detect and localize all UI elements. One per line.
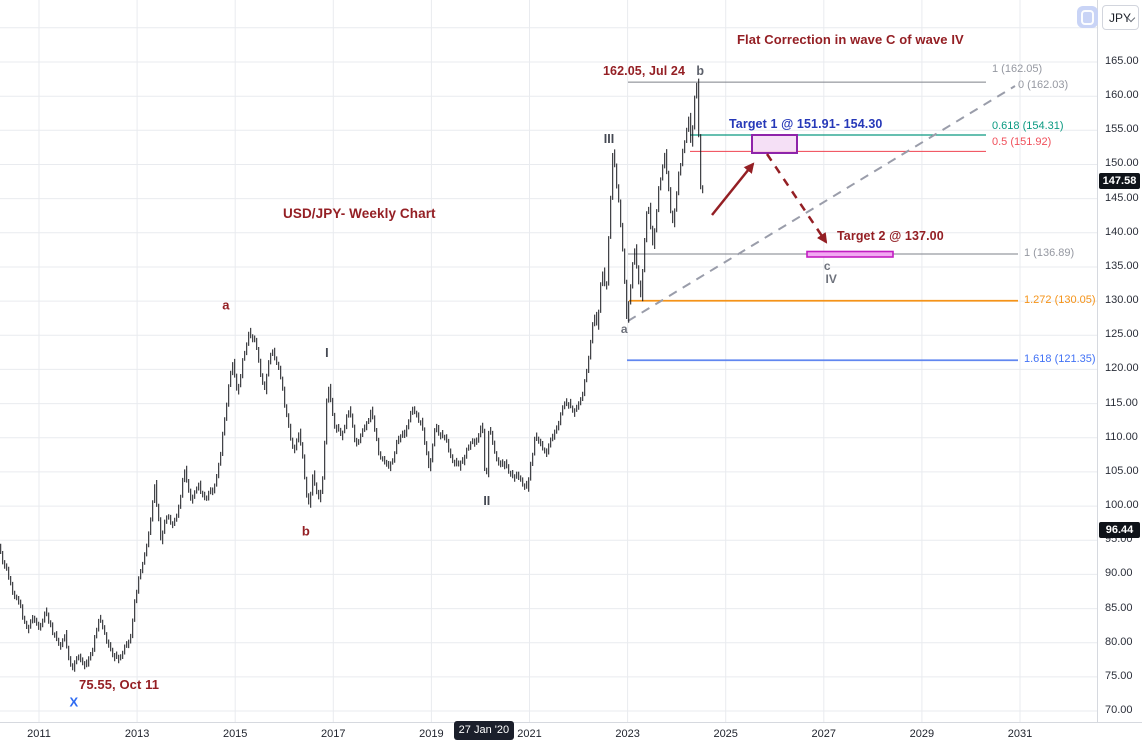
wave-label-b[interactable]: b — [696, 63, 705, 78]
wave-label-b[interactable]: b — [301, 523, 310, 539]
price-series-bars — [0, 78, 704, 672]
price-tick: 110.00 — [1105, 430, 1138, 443]
wave-label-X[interactable]: X — [69, 694, 79, 710]
time-tick: 2015 — [222, 728, 248, 740]
price-tick: 120.00 — [1105, 362, 1139, 375]
high-label[interactable]: 162.05, Jul 24 — [603, 64, 686, 78]
price-axis[interactable]: 165.00 160.00 155.00 150.00 145.00 140.00 135.… — [1097, 0, 1142, 744]
wave-label-II[interactable]: II — [483, 494, 491, 509]
wave-label-a[interactable]: a — [620, 322, 628, 337]
price-tick: 140.00 — [1105, 225, 1139, 238]
fib-label-ext-1272[interactable]: 1.272 (130.05) — [1024, 293, 1096, 306]
currency-dropdown[interactable]: JPY — [1102, 5, 1139, 30]
price-tick: 145.00 — [1105, 191, 1139, 204]
target1-label[interactable]: Target 1 @ 151.91- 154.30 — [729, 117, 883, 131]
price-tick: 130.00 — [1105, 294, 1139, 307]
time-tick: 2029 — [909, 728, 935, 740]
wave-label-a[interactable]: a — [222, 297, 230, 313]
price-tick: 100.00 — [1105, 499, 1139, 512]
price-tick: 155.00 — [1105, 123, 1139, 136]
time-tick: 2023 — [615, 728, 640, 740]
target2-zone-bar[interactable] — [806, 250, 894, 258]
fib-label-ret-05[interactable]: 0.5 (151.92) — [992, 136, 1052, 149]
brackets-icon — [1081, 10, 1094, 25]
fib-label-ext-1[interactable]: 1 (136.89) — [1024, 247, 1075, 260]
fib-label-ret-1[interactable]: 1 (162.05) — [992, 63, 1043, 76]
time-tick: 2027 — [811, 728, 837, 740]
selected-date-badge: 27 Jan '20 — [453, 721, 514, 740]
price-tick: 115.00 — [1105, 396, 1138, 409]
low-label[interactable]: 75.55, Oct 11 — [79, 677, 160, 692]
fib-label-ext-1618[interactable]: 1.618 (121.35) — [1024, 353, 1096, 366]
projection-arrow-up[interactable] — [711, 162, 755, 216]
price-tick: 165.00 — [1105, 55, 1139, 67]
time-tick: 2011 — [27, 728, 51, 740]
projection-arrow-down[interactable] — [765, 153, 828, 244]
trendline-dashed[interactable] — [627, 85, 1016, 322]
price-tick: 160.00 — [1105, 89, 1139, 102]
maximize-pane-button[interactable] — [1077, 6, 1098, 28]
wave-label-c[interactable]: c — [823, 259, 831, 274]
chart-canvas — [0, 0, 1097, 722]
time-tick: 2025 — [713, 728, 738, 740]
time-tick: 2013 — [124, 728, 150, 740]
wave-label-III[interactable]: III — [603, 132, 615, 147]
chart-pane[interactable]: Flat Correction in wave C of wave IV 162.… — [0, 0, 1097, 722]
wave-label-I[interactable]: I — [325, 346, 329, 361]
time-tick: 2019 — [419, 728, 444, 740]
price-badge: 147.58 — [1099, 173, 1140, 189]
time-tick: 2021 — [517, 728, 542, 740]
price-tick: 85.00 — [1105, 601, 1133, 614]
fib-label-ret-0618[interactable]: 0.618 (154.31) — [992, 120, 1064, 133]
chart-title-label[interactable]: USD/JPY- Weekly Chart — [283, 206, 436, 221]
price-tick: 150.00 — [1105, 157, 1139, 170]
wave-label-IV[interactable]: IV — [825, 272, 837, 287]
time-tick: 2017 — [321, 728, 346, 740]
price-tick: 75.00 — [1105, 669, 1133, 682]
price-tick: 90.00 — [1105, 567, 1133, 580]
price-tick: 135.00 — [1105, 259, 1139, 272]
price-tick: 70.00 — [1105, 704, 1133, 717]
currency-label: JPY — [1109, 11, 1132, 25]
time-tick: 2031 — [1007, 728, 1033, 740]
target2-label[interactable]: Target 2 @ 137.00 — [837, 229, 944, 243]
price-tick: 105.00 — [1105, 464, 1139, 477]
price-badge: 96.44 — [1099, 522, 1140, 539]
fib-label-ret-0[interactable]: 0 (162.03) — [1018, 79, 1069, 92]
target1-zone-box[interactable] — [751, 134, 798, 154]
price-tick: 80.00 — [1105, 635, 1133, 648]
price-tick: 125.00 — [1105, 328, 1139, 341]
flat-correction-label[interactable]: Flat Correction in wave C of wave IV — [737, 32, 964, 47]
time-axis[interactable]: 2011 2013 2015 2017 2019 2021 2023 2025 2027 2029… — [0, 721, 1142, 744]
